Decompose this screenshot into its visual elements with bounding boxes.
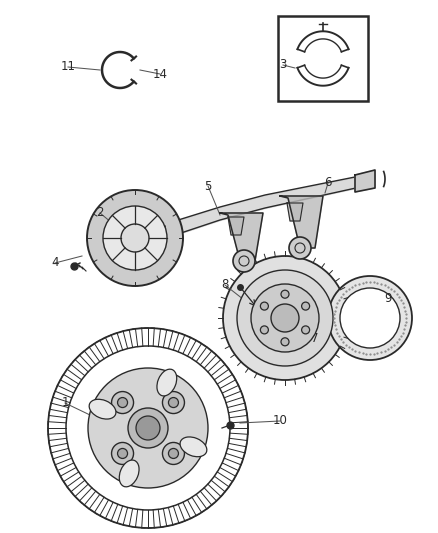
Circle shape <box>289 237 311 259</box>
Circle shape <box>251 284 319 352</box>
Polygon shape <box>287 203 303 221</box>
Circle shape <box>162 392 184 414</box>
Polygon shape <box>148 226 165 240</box>
Circle shape <box>162 442 184 464</box>
Ellipse shape <box>180 437 207 457</box>
Ellipse shape <box>89 399 116 419</box>
Circle shape <box>233 250 255 272</box>
Text: 11: 11 <box>60 61 75 74</box>
Circle shape <box>260 326 268 334</box>
Text: 2: 2 <box>96 206 104 220</box>
Text: 14: 14 <box>152 68 167 80</box>
Text: 10: 10 <box>272 415 287 427</box>
Polygon shape <box>280 196 323 248</box>
Circle shape <box>128 408 168 448</box>
Text: 7: 7 <box>311 332 319 344</box>
Circle shape <box>87 190 183 286</box>
Circle shape <box>117 398 127 408</box>
Circle shape <box>223 256 347 380</box>
Text: 3: 3 <box>279 59 287 71</box>
Circle shape <box>271 304 299 332</box>
Polygon shape <box>355 170 375 192</box>
Text: 4: 4 <box>51 256 59 270</box>
Circle shape <box>237 270 333 366</box>
Circle shape <box>169 448 178 458</box>
Circle shape <box>302 326 310 334</box>
Text: 8: 8 <box>221 279 229 292</box>
Circle shape <box>121 224 149 252</box>
Text: 9: 9 <box>384 292 392 304</box>
Ellipse shape <box>157 369 177 396</box>
Circle shape <box>103 206 167 270</box>
Text: 1: 1 <box>61 397 69 409</box>
Text: 5: 5 <box>204 180 212 192</box>
Circle shape <box>281 338 289 346</box>
Circle shape <box>302 302 310 310</box>
Circle shape <box>136 416 160 440</box>
Circle shape <box>112 392 134 414</box>
Polygon shape <box>220 213 263 261</box>
Circle shape <box>340 288 400 348</box>
Circle shape <box>169 398 178 408</box>
Circle shape <box>328 276 412 360</box>
Circle shape <box>88 368 208 488</box>
Ellipse shape <box>119 460 139 487</box>
Polygon shape <box>228 217 244 235</box>
Text: 6: 6 <box>324 176 332 190</box>
Circle shape <box>112 442 134 464</box>
Bar <box>278 16 368 101</box>
Circle shape <box>117 448 127 458</box>
Circle shape <box>281 290 289 298</box>
Circle shape <box>260 302 268 310</box>
